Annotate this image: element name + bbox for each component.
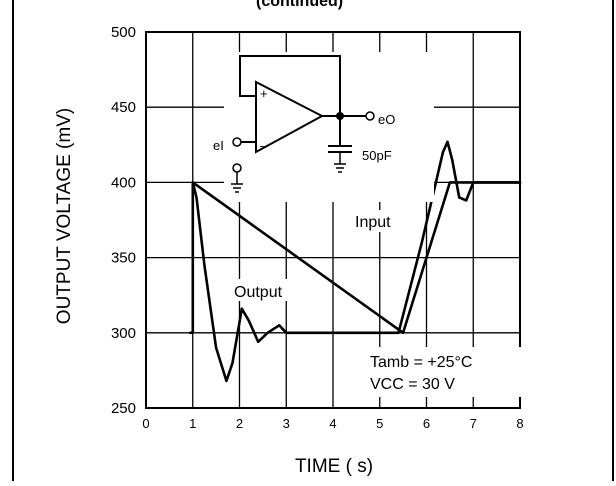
ground-terminal [232, 163, 242, 173]
vcc-annotation: VCC = 30 V [370, 376, 455, 393]
output-annotation: Output [234, 284, 283, 301]
header-fragment: (continued) [256, 0, 343, 10]
x-tick-label: 4 [329, 416, 336, 431]
y-tick-label: 500 [111, 24, 136, 41]
circuit-input-label: eI [213, 138, 224, 153]
circuit-output-label: eO [378, 112, 395, 127]
plot-area-border [145, 31, 521, 409]
feedback-wire [239, 55, 341, 116]
x-tick-label: 1 [189, 416, 196, 431]
x-tick-label: 5 [376, 416, 383, 431]
y-tick-labels: 500 450 400 350 300 250 [111, 24, 136, 417]
y-tick-label: 250 [111, 400, 136, 417]
opamp-plus-sign: + [260, 86, 268, 101]
y-axis-label: OUTPUT VOLTAGE (mV) [54, 108, 75, 324]
output-terminal [365, 111, 375, 121]
x-tick-label: 8 [516, 416, 523, 431]
x-tick-label: 2 [236, 416, 243, 431]
input-annotation: Input [355, 214, 391, 231]
x-tick-labels: 0 1 2 3 4 5 6 7 8 [142, 416, 523, 431]
input-label-background [352, 210, 402, 232]
opamp-schematic: + – eO eI 50pF [213, 52, 434, 202]
x-tick-label: 0 [142, 416, 149, 431]
y-tick-label: 350 [111, 250, 136, 267]
tamb-annotation: Tamb = +25°C [370, 354, 472, 371]
series-line-input [189, 181, 522, 335]
capacitor-label: 50pF [362, 148, 392, 163]
x-tick-label: 7 [470, 416, 477, 431]
series-line-output [191, 140, 522, 383]
y-tick-label: 300 [111, 325, 136, 342]
opamp-triangle [255, 80, 325, 154]
y-tick-label: 450 [111, 99, 136, 116]
x-tick-label: 3 [283, 416, 290, 431]
plot-border [145, 31, 521, 409]
series-lines [189, 140, 522, 383]
opamp-minus-sign: – [260, 138, 268, 153]
output-label-background [232, 279, 294, 301]
conditions-background [358, 347, 522, 397]
x-axis-label: TIME ( s) [295, 456, 373, 477]
input-terminal [232, 137, 242, 147]
y-tick-label: 400 [111, 174, 136, 191]
x-tick-label: 6 [423, 416, 430, 431]
